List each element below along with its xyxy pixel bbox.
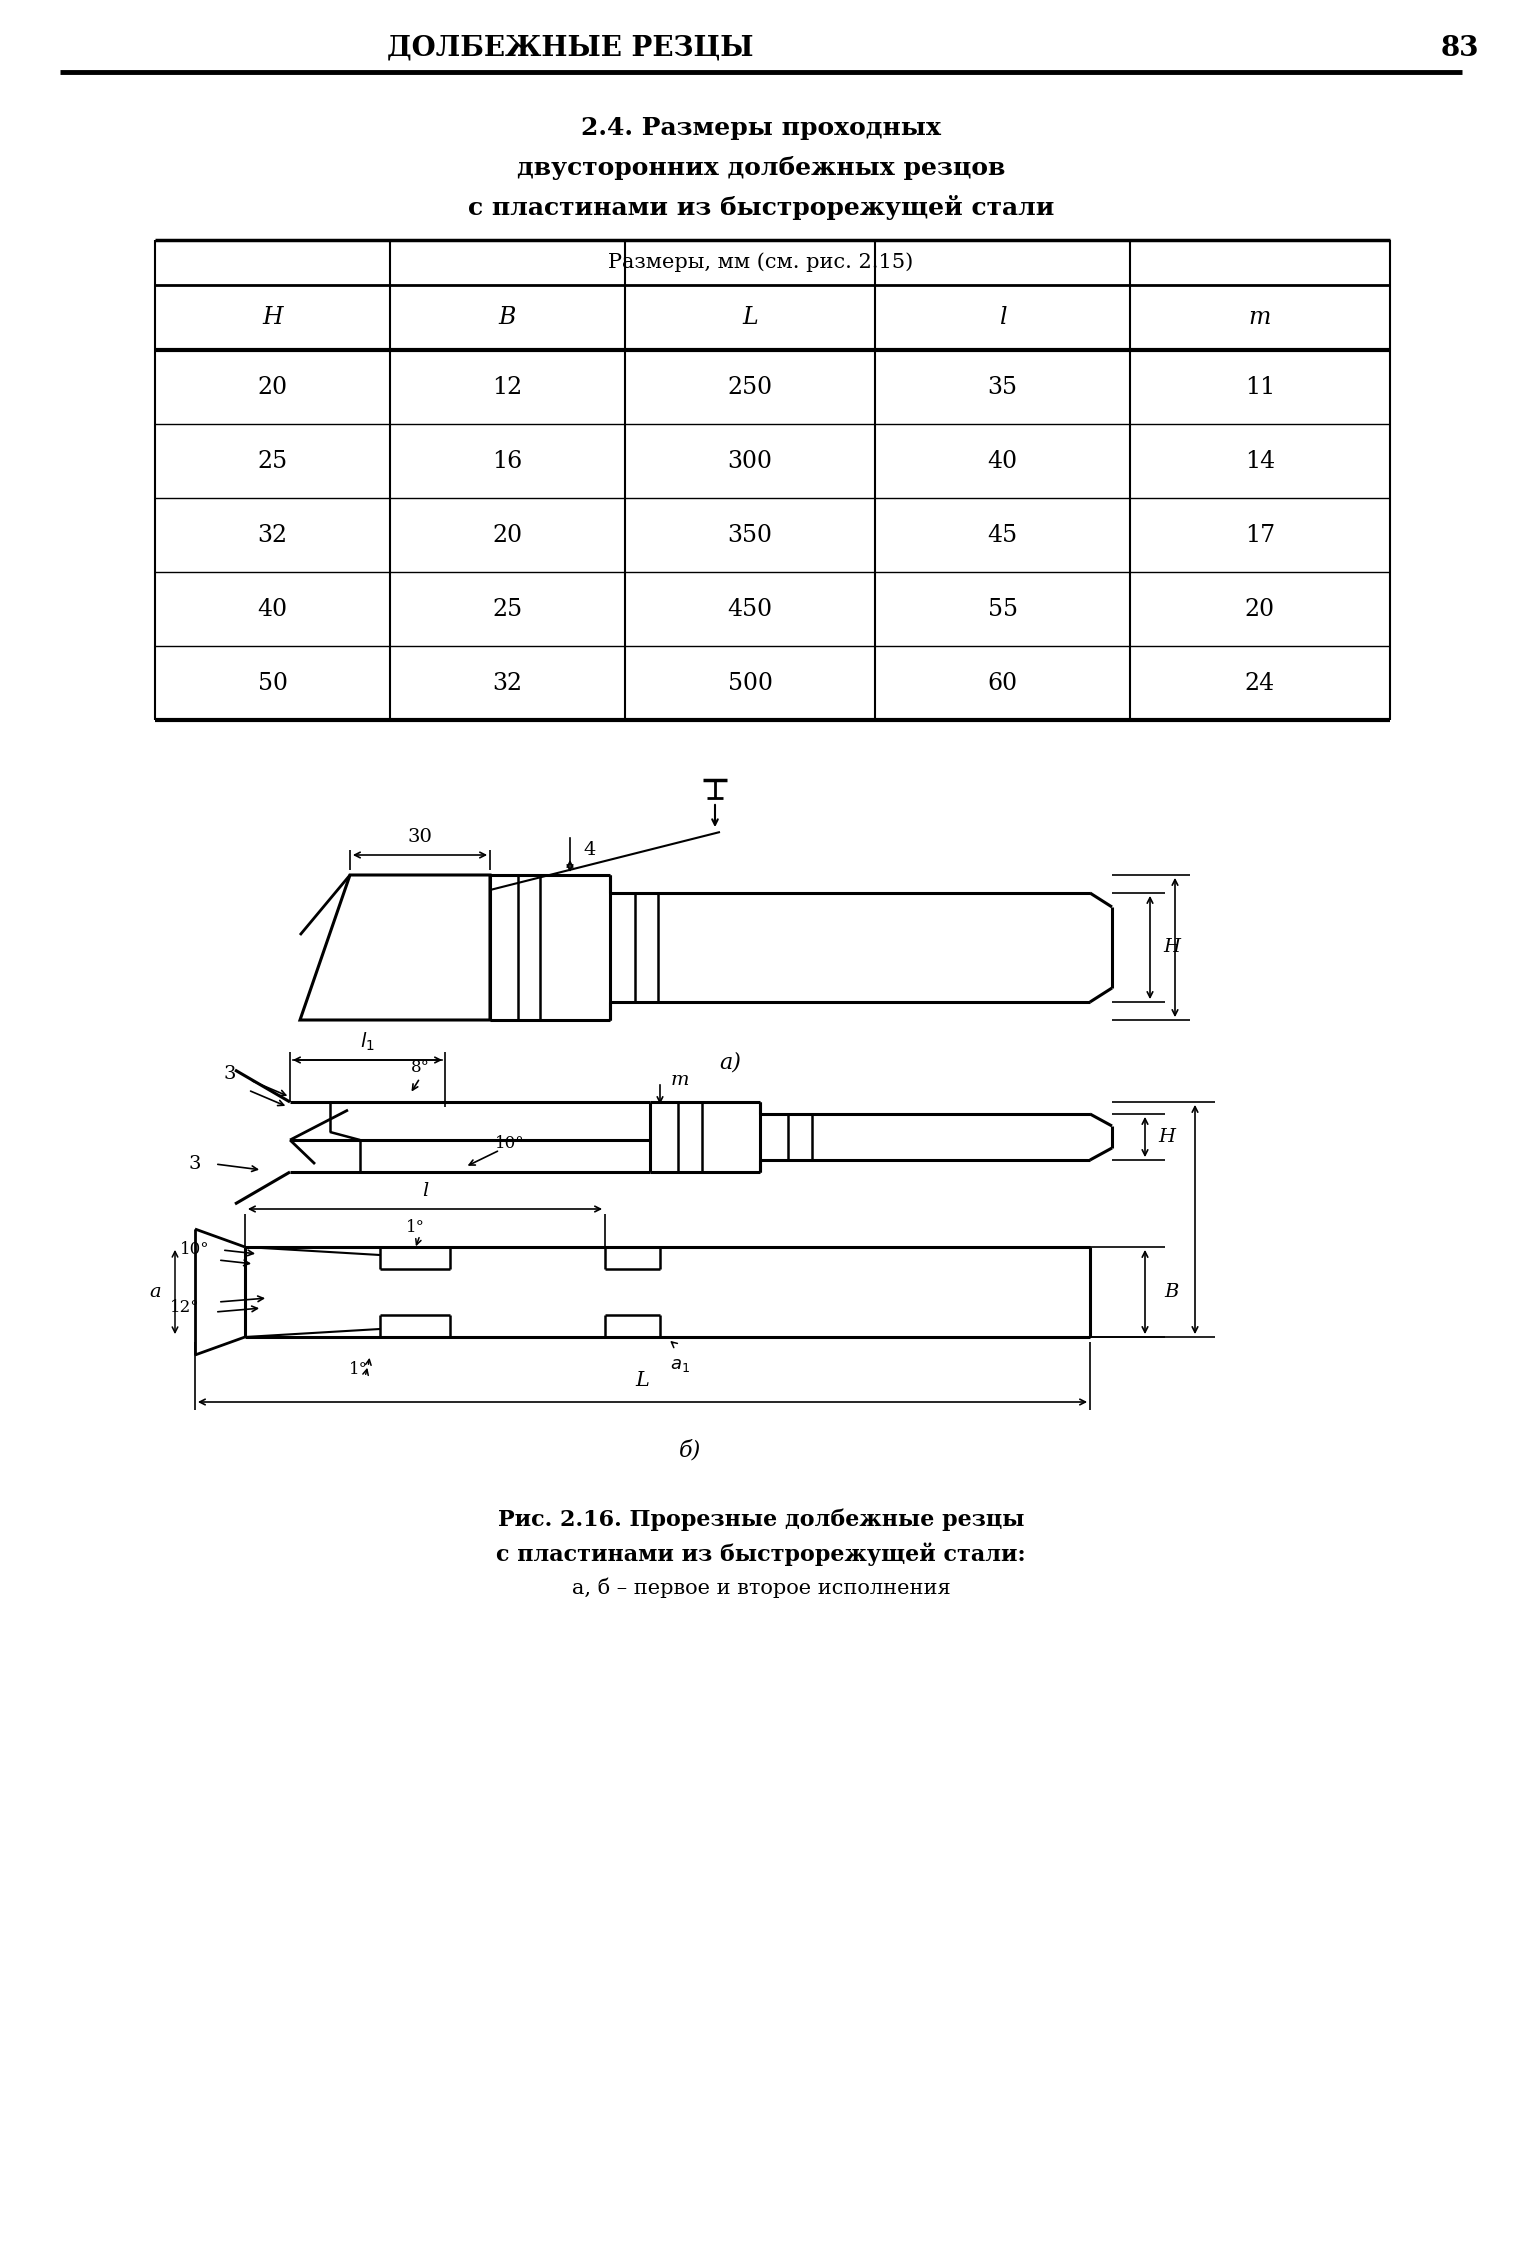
Text: B: B: [1164, 1284, 1178, 1302]
Text: 350: 350: [728, 524, 773, 547]
Text: 2.4. Размеры проходных: 2.4. Размеры проходных: [581, 115, 941, 140]
Text: 32: 32: [257, 524, 288, 547]
Text: m: m: [671, 1071, 689, 1089]
Text: $a_1$: $a_1$: [670, 1356, 689, 1374]
Text: 3: 3: [189, 1155, 201, 1173]
Text: B: B: [499, 305, 516, 330]
Text: H: H: [262, 305, 283, 330]
Text: m: m: [1250, 305, 1271, 330]
Text: 10°: 10°: [495, 1135, 525, 1153]
Text: l: l: [422, 1182, 428, 1200]
Text: 11: 11: [1245, 375, 1275, 398]
Text: 12°: 12°: [170, 1300, 199, 1315]
Text: 50: 50: [257, 671, 288, 694]
Text: с пластинами из быстрорежущей стали: с пластинами из быстрорежущей стали: [467, 197, 1055, 221]
Text: 20: 20: [493, 524, 522, 547]
Text: H: H: [1158, 1128, 1175, 1146]
Text: L: L: [743, 305, 758, 330]
Text: $l_1$: $l_1$: [361, 1031, 374, 1053]
Text: 250: 250: [728, 375, 773, 398]
Text: 14: 14: [1245, 450, 1275, 472]
Text: 16: 16: [493, 450, 522, 472]
Text: 450: 450: [728, 597, 773, 622]
Text: a: a: [149, 1284, 161, 1302]
Text: 32: 32: [493, 671, 522, 694]
Text: 25: 25: [493, 597, 522, 622]
Text: 17: 17: [1245, 524, 1275, 547]
Text: 12: 12: [493, 375, 522, 398]
Text: 45: 45: [988, 524, 1018, 547]
Text: H: H: [1163, 938, 1181, 956]
Text: L: L: [636, 1370, 650, 1390]
Text: а): а): [718, 1051, 741, 1074]
Text: 500: 500: [728, 671, 773, 694]
Text: 60: 60: [988, 671, 1018, 694]
Text: 4: 4: [584, 841, 597, 859]
Text: 10°: 10°: [180, 1241, 210, 1259]
Text: 83: 83: [1441, 34, 1479, 61]
Text: 20: 20: [257, 375, 288, 398]
Text: ДОЛБЕЖНЫЕ РЕЗЦЫ: ДОЛБЕЖНЫЕ РЕЗЦЫ: [387, 34, 753, 61]
Text: б): б): [679, 1440, 702, 1460]
Text: 3: 3: [224, 1064, 236, 1083]
Text: 1°: 1°: [349, 1361, 367, 1379]
Text: 40: 40: [257, 597, 288, 622]
Text: Размеры, мм (см. рис. 2.15): Размеры, мм (см. рис. 2.15): [609, 253, 913, 273]
Text: 8°: 8°: [411, 1058, 429, 1076]
Text: 35: 35: [988, 375, 1018, 398]
Text: 40: 40: [988, 450, 1018, 472]
Text: 30: 30: [408, 827, 432, 845]
Text: двусторонних долбежных резцов: двусторонних долбежных резцов: [517, 156, 1005, 181]
Text: 1°: 1°: [405, 1218, 425, 1236]
Text: 25: 25: [257, 450, 288, 472]
Text: l: l: [998, 305, 1006, 330]
Text: 20: 20: [1245, 597, 1275, 622]
Text: с пластинами из быстрорежущей стали:: с пластинами из быстрорежущей стали:: [496, 1541, 1026, 1566]
Text: 55: 55: [988, 597, 1018, 622]
Text: 300: 300: [728, 450, 773, 472]
Text: 24: 24: [1245, 671, 1275, 694]
Text: а, б – первое и второе исполнения: а, б – первое и второе исполнения: [572, 1577, 950, 1598]
Text: Рис. 2.16. Прорезные долбежные резцы: Рис. 2.16. Прорезные долбежные резцы: [498, 1510, 1024, 1532]
